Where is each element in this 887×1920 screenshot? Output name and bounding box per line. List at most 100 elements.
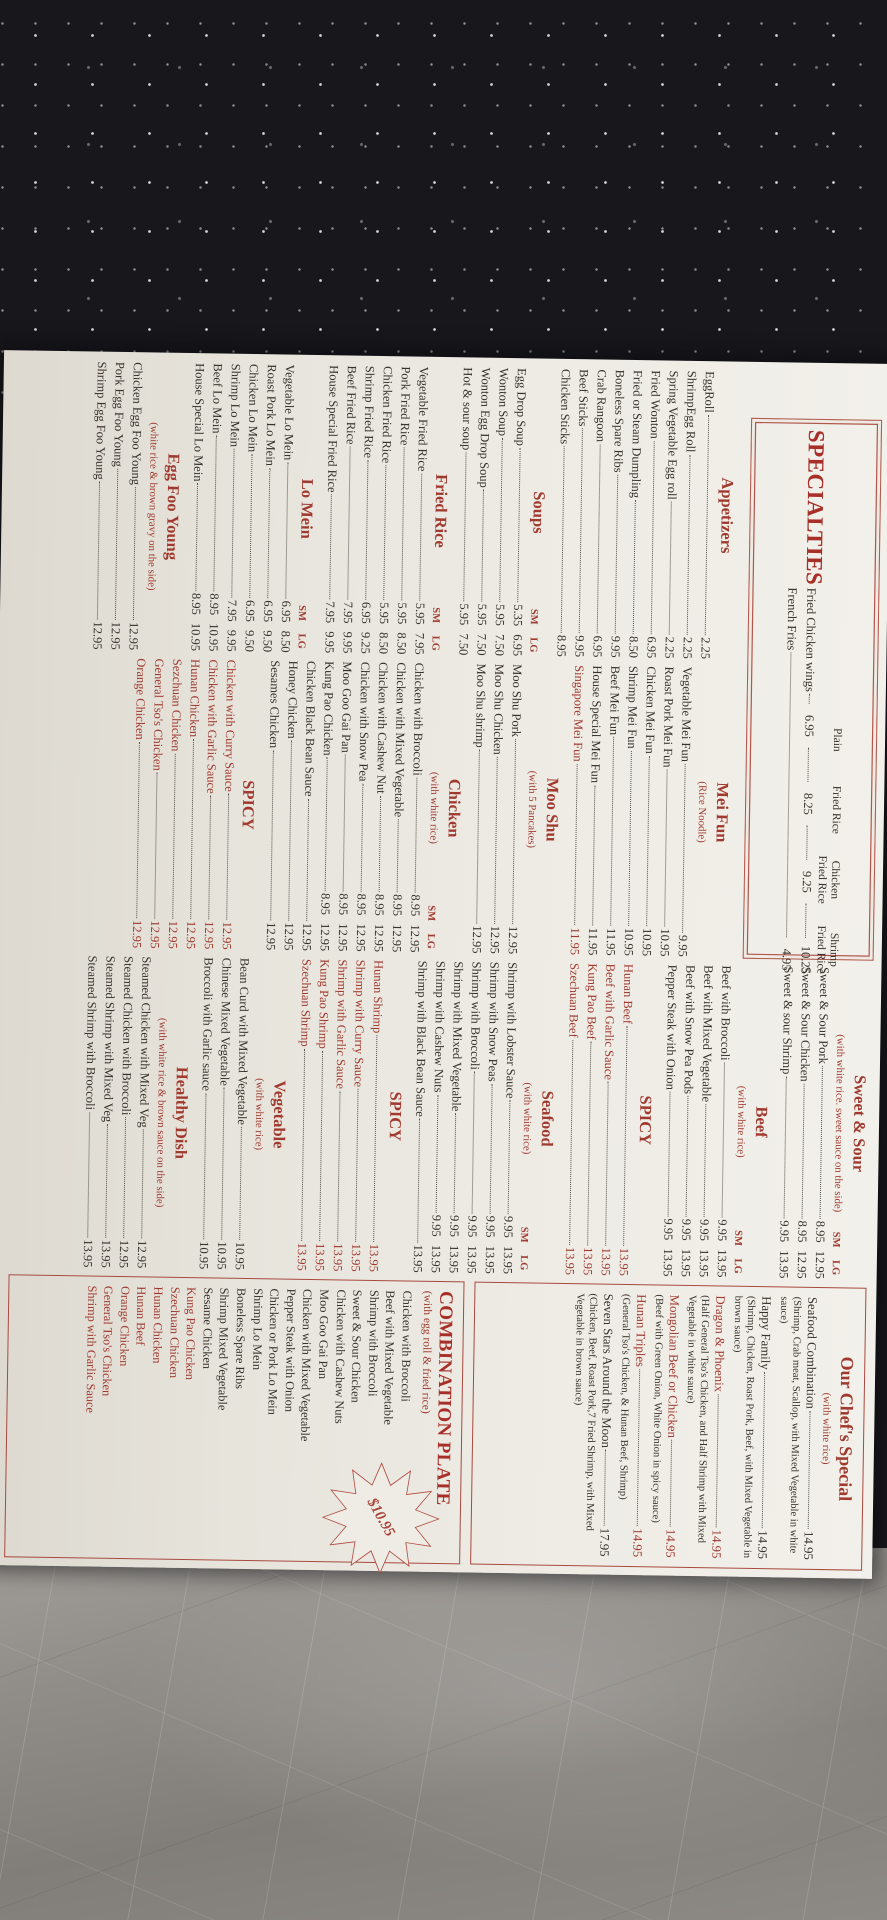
chefs-special-items: Seafood Combination 14.95 (Shrimp, Crab me… <box>569 1293 820 1560</box>
dot-leader <box>306 798 310 921</box>
size-columns-label: SM LG <box>731 1230 744 1274</box>
size-columns-label: SM LG <box>829 1231 842 1276</box>
item-price: 10.95 <box>639 928 655 957</box>
item-price: 6.95 <box>802 714 817 737</box>
dot-leader <box>761 1371 766 1529</box>
section-heading: Our Chef's Special <box>835 1356 858 1502</box>
dot-leader <box>668 501 672 635</box>
item-price: 5.95 8.50 <box>394 602 410 655</box>
dot-leader <box>610 737 615 927</box>
item-name: Chicken with Cashew Nut <box>374 661 391 794</box>
item-name: Chicken Mei Fun <box>642 666 659 754</box>
item-price: 9.95 13.95 <box>500 1215 516 1275</box>
item-name: Hunan Shrimp <box>370 959 386 1034</box>
item-price: 5.95 7.50 <box>456 603 472 656</box>
item-price: 12.95 <box>219 921 235 950</box>
item-price: 9.95 13.95 <box>714 1219 730 1278</box>
dot-leader <box>195 483 199 591</box>
size-columns-label: SM LG <box>517 1226 530 1271</box>
section-note: (Rice Noodle) <box>695 781 709 843</box>
dot-leader <box>190 739 195 919</box>
item-price: 13.95 <box>410 1244 426 1273</box>
item-price: 14.95 <box>801 1530 816 1560</box>
item-name: Beef Sticks <box>575 369 591 427</box>
item-price: 14.95 <box>663 1528 678 1558</box>
dot-leader <box>819 1065 823 1219</box>
section-note: (with white rice) <box>427 771 441 844</box>
item-price: 9.95 13.95 <box>446 1215 462 1274</box>
item-price: 6.95 <box>644 636 659 659</box>
dot-leader <box>208 795 212 920</box>
dot-leader <box>337 1090 341 1242</box>
item-name: Sweet & sour Shrimp <box>779 966 796 1075</box>
dot-leader <box>123 1117 127 1238</box>
item-name: Chicken Egg Foo Young <box>129 362 145 486</box>
item-price: 6.95 9.50 <box>260 600 276 653</box>
item-price: 12.95 <box>505 925 521 955</box>
menu-column-3: Sweet & Sour (with white rice. sweet sauc… <box>73 955 872 1279</box>
item-name: Chicken Fried Rice <box>379 365 395 464</box>
item-price: 9.95 13.95 <box>776 1220 792 1279</box>
item-price: 5.95 7.50 <box>474 603 490 656</box>
item-price: 6.95 9.25 <box>358 601 374 654</box>
dot-leader <box>154 772 158 919</box>
item-price: 8.50 <box>626 636 641 659</box>
chef-special-item: Seafood Combination 14.95 (Shrimp, Crab me… <box>773 1296 820 1560</box>
item-name: Chicken Sticks <box>557 368 573 445</box>
combination-plate-box: $10.95 COMBINATION PLATE (with egg roll … <box>4 1274 465 1564</box>
section-heading: Appetizers <box>717 477 738 554</box>
item-name: Broccoli with Garlic sauce <box>199 957 216 1092</box>
item-price: 11.95 <box>585 927 601 956</box>
dot-leader <box>401 447 405 601</box>
section-note: (white rice & brown gravy on the side) <box>145 422 160 591</box>
dot-leader <box>507 1100 511 1214</box>
item-price: 6.95 8.50 <box>278 600 294 653</box>
item-price: 8.95 12.95 <box>353 893 369 952</box>
item-name: House Special Mei Fun <box>588 665 605 784</box>
item-price: 14.95 <box>630 1528 645 1558</box>
dot-leader <box>489 1083 493 1214</box>
item-price: 12.95 <box>469 925 485 954</box>
item-price: 5.95 7.95 <box>412 602 428 655</box>
item-price: 13.95 <box>98 1239 114 1268</box>
dot-leader <box>435 1094 439 1213</box>
item-price: 7.95 9.95 <box>322 601 338 654</box>
dot-leader <box>105 1124 108 1238</box>
item-price: 7.95 9.95 <box>224 599 240 652</box>
dot-leader <box>801 1083 805 1219</box>
item-price: 5.95 8.50 <box>376 602 392 655</box>
item-price: 13.95 <box>330 1243 346 1272</box>
item-name: Shrimp Lo Mein <box>227 363 243 448</box>
item-price: 12.95 <box>147 920 163 949</box>
item-price: 12.95 <box>281 922 297 951</box>
item-name: Shrimp Mei Fun <box>624 665 641 749</box>
item-price: 9.95 13.95 <box>428 1214 444 1274</box>
dot-leader <box>481 489 484 602</box>
size-columns-label: SM LG <box>527 608 540 653</box>
dot-leader <box>808 693 810 704</box>
item-name: House Special Fried Rice <box>324 365 341 493</box>
dot-leader <box>132 487 136 621</box>
dot-leader <box>285 462 289 599</box>
item-price: 12.95 <box>126 621 141 651</box>
item-price: 8.95 12.95 <box>794 1220 810 1279</box>
item-description: (Chicken, Beef, Roast Pork,7 Fried Shrim… <box>572 1293 599 1531</box>
item-price: 10.95 <box>214 1241 230 1270</box>
dot-leader <box>703 1104 707 1218</box>
dot-leader <box>355 1089 359 1242</box>
item-name: Szechuan Shrimp <box>298 958 314 1047</box>
item-name: Moo Shu Chicken <box>490 663 507 755</box>
dot-leader <box>453 1113 457 1214</box>
dot-leader <box>141 1129 144 1239</box>
dot-leader <box>614 474 619 634</box>
item-name: Szechuan Beef <box>566 962 582 1038</box>
dot-leader <box>632 500 636 635</box>
item-name: Sweet & Sour Chicken <box>797 966 814 1082</box>
item-price: 8.95 10.95 <box>206 593 222 652</box>
menu-section: Healthy Dish (with white rice & brown sau… <box>79 955 194 1269</box>
item-name: Hunan Chicken <box>187 658 203 738</box>
chef-special-item: Seven Stars Around the Moon 17.95 (Chicken… <box>569 1293 616 1557</box>
item-price: 8.95 12.95 <box>317 892 333 952</box>
specialties-title: SPECIALTIES <box>802 429 830 586</box>
